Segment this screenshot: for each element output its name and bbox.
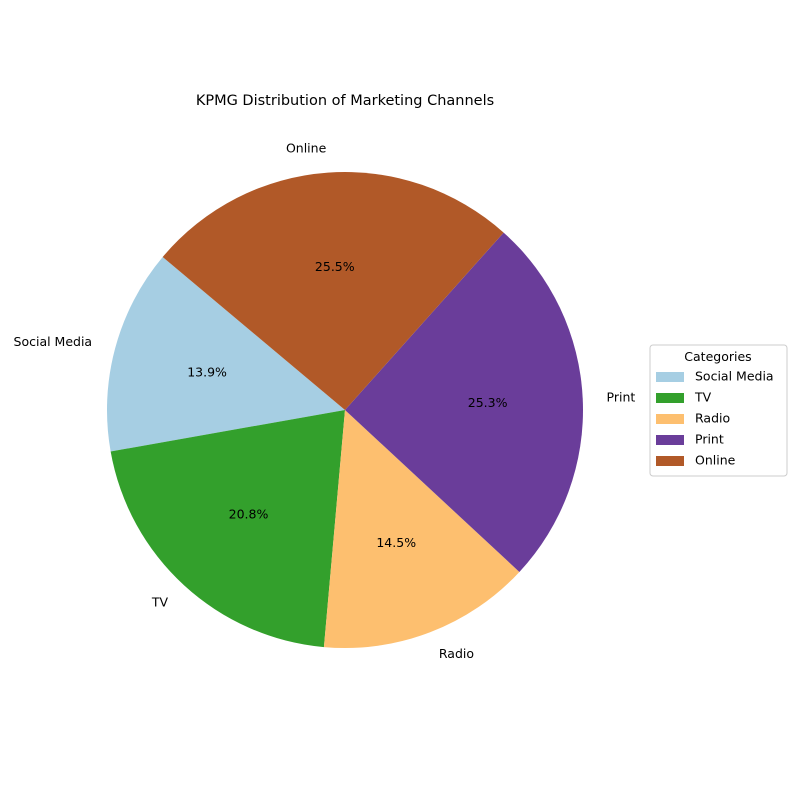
legend-swatch-radio: [656, 414, 684, 424]
legend: Categories Social Media TV Radio Print Onlin…: [649, 344, 788, 477]
pie-slice-tv: [110, 410, 346, 648]
slice-label-online: Online: [286, 140, 327, 155]
percent-label-radio: 14.5%: [376, 535, 416, 550]
pie-slice-radio: [323, 410, 520, 648]
pie-slice-social-media: [106, 257, 345, 452]
percent-label-print: 25.3%: [468, 395, 508, 410]
pie-slice-print: [345, 232, 583, 572]
legend-swatch-print: [656, 435, 684, 445]
legend-label-print: Print: [695, 432, 724, 447]
slice-label-social-media: Social Media: [14, 334, 93, 349]
legend-title: Categories: [684, 349, 751, 364]
legend-items: Social Media TV Radio Print Online: [656, 369, 774, 468]
percent-label-social-media: 13.9%: [187, 365, 227, 380]
legend-frame: [649, 344, 788, 477]
pie-slices: [106, 172, 583, 648]
legend-label-radio: Radio: [695, 411, 730, 426]
legend-label-social-media: Social Media: [695, 369, 774, 384]
legend-swatch-social-media: [656, 372, 684, 382]
slice-label-tv: TV: [151, 594, 169, 609]
pie-slice-online: [162, 172, 504, 410]
chart-title: KPMG Distribution of Marketing Channels: [196, 93, 494, 109]
percent-label-online: 25.5%: [315, 259, 355, 274]
legend-swatch-online: [656, 456, 684, 466]
legend-swatch-tv: [656, 393, 684, 403]
percent-label-tv: 20.8%: [229, 507, 269, 522]
slice-label-radio: Radio: [439, 646, 474, 661]
slice-labels: Social Media TV Radio Print Online: [14, 140, 636, 661]
percent-labels: 13.9% 20.8% 14.5% 25.3% 25.5%: [187, 259, 507, 550]
legend-label-online: Online: [695, 453, 736, 468]
slice-label-print: Print: [607, 389, 636, 404]
legend-label-tv: TV: [694, 390, 712, 405]
